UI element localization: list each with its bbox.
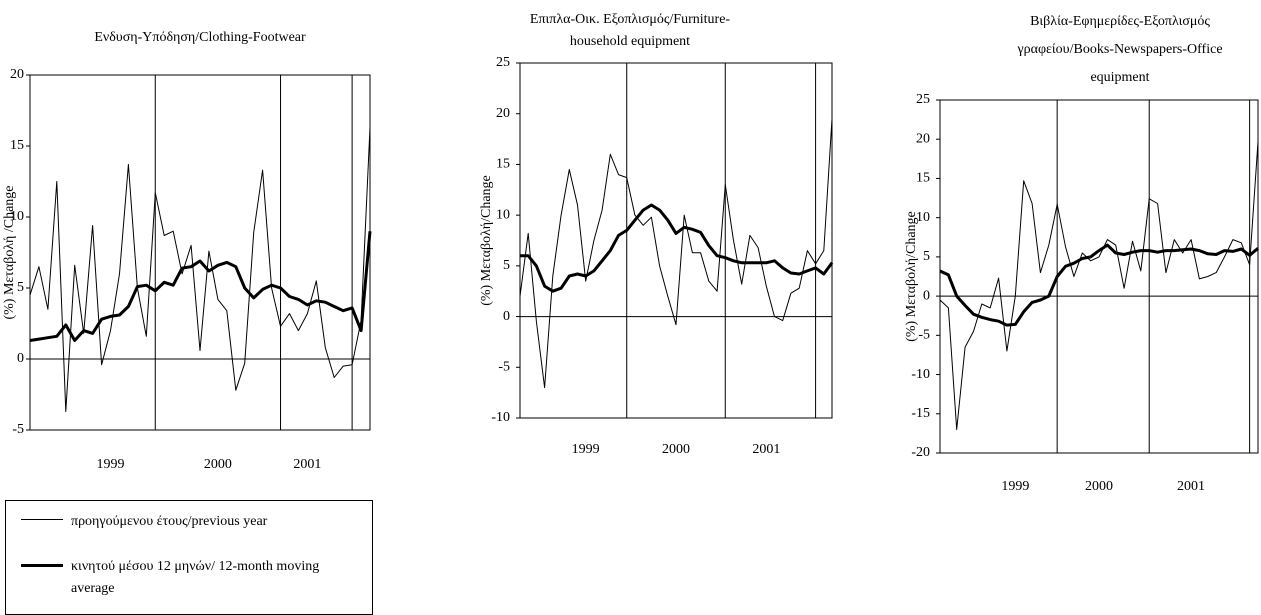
- plot-area: [519, 62, 833, 419]
- chart-title: Ενδυση-Υπόδηση/Clothing-Footwear: [94, 30, 306, 45]
- plot-area: [939, 99, 1259, 454]
- series-line: [939, 243, 1259, 327]
- y-tick-label: 10: [10, 209, 24, 224]
- legend-entry: κινητού μέσου 12 μηνών/ 12-month moving …: [21, 556, 321, 600]
- y-tick-label: 0: [17, 351, 24, 366]
- legend-entry: προηγούμενου έτους/previous year: [21, 511, 321, 533]
- series-line: [29, 231, 372, 342]
- series-line: [520, 203, 834, 293]
- legend: προηγούμενου έτους/previous year κινητού …: [5, 500, 373, 615]
- y-tick-label: 0: [923, 288, 930, 303]
- x-tick-label: 2001: [752, 442, 780, 457]
- y-tick-label: 20: [916, 131, 930, 146]
- y-tick-label: 5: [923, 249, 930, 264]
- x-tick-label: 1999: [97, 457, 125, 472]
- legend-label: προηγούμενου έτους/previous year: [71, 514, 268, 529]
- y-tick-label: 10: [916, 210, 930, 225]
- plot-area: [29, 74, 371, 431]
- y-tick-label: 25: [496, 55, 510, 70]
- chart-title: Επιπλα-Οικ. Εξοπλισμός/Furniture-: [530, 12, 730, 27]
- y-tick-label: 5: [17, 280, 24, 295]
- chart-title: Βιβλία-Εφημερίδες-Εξοπλισμός: [1030, 14, 1210, 29]
- chart-title: household equipment: [570, 34, 690, 49]
- x-tick-label: 2000: [1085, 479, 1113, 494]
- x-tick-label: 2000: [204, 457, 232, 472]
- y-axis-label: (%) Μεταβολή/Change: [479, 175, 494, 306]
- series-line: [519, 118, 833, 389]
- y-tick-label: -5: [498, 360, 510, 375]
- y-tick-label: 15: [496, 157, 510, 172]
- y-tick-label: 20: [496, 106, 510, 121]
- series-line: [29, 127, 371, 412]
- legend-swatch: [21, 564, 63, 567]
- y-tick-label: -20: [911, 445, 930, 460]
- chart-title: equipment: [1090, 70, 1149, 85]
- series-line: [939, 141, 1259, 430]
- y-tick-label: 0: [503, 309, 510, 324]
- y-tick-label: -15: [911, 406, 930, 421]
- x-tick-label: 2000: [662, 442, 690, 457]
- chart-title: γραφείου/Books-Newspapers-Office: [1016, 42, 1222, 57]
- y-tick-label: 25: [916, 92, 930, 107]
- y-tick-label: -5: [12, 422, 24, 437]
- y-axis-label: (%) Μεταβολή /Change: [2, 185, 17, 319]
- y-tick-label: 15: [916, 171, 930, 186]
- x-tick-label: 2001: [1177, 479, 1205, 494]
- y-tick-label: 20: [10, 67, 24, 82]
- y-axis-label: (%) Μεταβολή/Change: [904, 211, 919, 342]
- y-tick-label: -5: [918, 328, 930, 343]
- x-tick-label: 1999: [572, 442, 600, 457]
- y-tick-label: 15: [10, 138, 24, 153]
- x-tick-label: 1999: [1001, 479, 1029, 494]
- y-tick-label: -10: [491, 410, 510, 425]
- y-tick-label: 10: [496, 207, 510, 222]
- y-tick-label: 5: [503, 258, 510, 273]
- legend-swatch: [21, 519, 63, 520]
- x-tick-label: 2001: [293, 457, 321, 472]
- y-tick-label: -10: [911, 367, 930, 382]
- legend-label: κινητού μέσου 12 μηνών/ 12-month moving …: [71, 559, 320, 596]
